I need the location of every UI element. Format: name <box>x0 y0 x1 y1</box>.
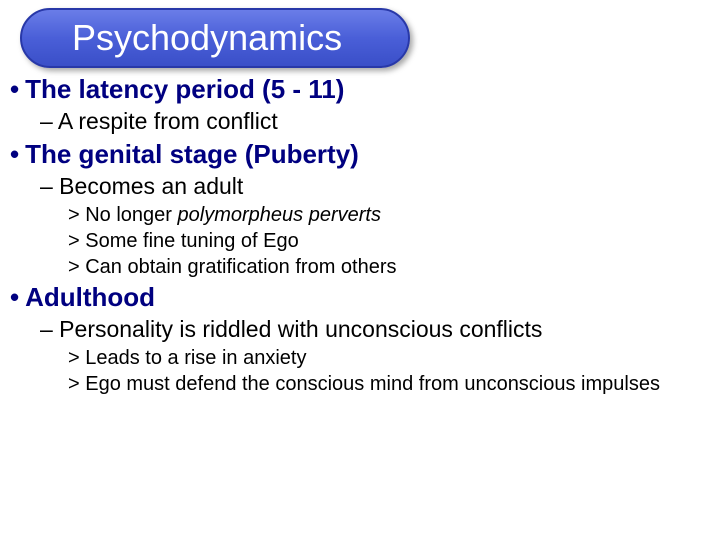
subsub-polymorpheus-em: polymorpheus perverts <box>178 204 381 226</box>
bullet-dot-icon: • <box>10 282 19 312</box>
subsub-polymorpheus-pre: > No longer <box>68 204 178 226</box>
slide-content: •The latency period (5 - 11) – A respite… <box>10 74 710 397</box>
sub-genital-adult: – Becomes an adult <box>40 172 710 201</box>
subsub-ego-defend: > Ego must defend the conscious mind fro… <box>68 371 710 397</box>
bullet-adulthood-text: Adulthood <box>25 282 155 312</box>
bullet-latency: •The latency period (5 - 11) <box>10 74 710 105</box>
sub-adulthood-conflicts: – Personality is riddled with unconsciou… <box>40 315 710 344</box>
slide-title: Psychodynamics <box>72 17 342 59</box>
bullet-latency-text: The latency period (5 - 11) <box>25 74 344 104</box>
bullet-dot-icon: • <box>10 139 19 169</box>
subsub-gratification: > Can obtain gratification from others <box>68 254 710 280</box>
bullet-adulthood: •Adulthood <box>10 282 710 313</box>
subsub-polymorpheus: > No longer polymorpheus perverts <box>68 202 710 228</box>
sub-latency-respite: – A respite from conflict <box>40 107 710 136</box>
slide-title-box: Psychodynamics <box>20 8 410 68</box>
subsub-ego-tuning: > Some fine tuning of Ego <box>68 228 710 254</box>
bullet-dot-icon: • <box>10 74 19 104</box>
subsub-anxiety: > Leads to a rise in anxiety <box>68 345 710 371</box>
bullet-genital-text: The genital stage (Puberty) <box>25 139 359 169</box>
bullet-genital: •The genital stage (Puberty) <box>10 139 710 170</box>
